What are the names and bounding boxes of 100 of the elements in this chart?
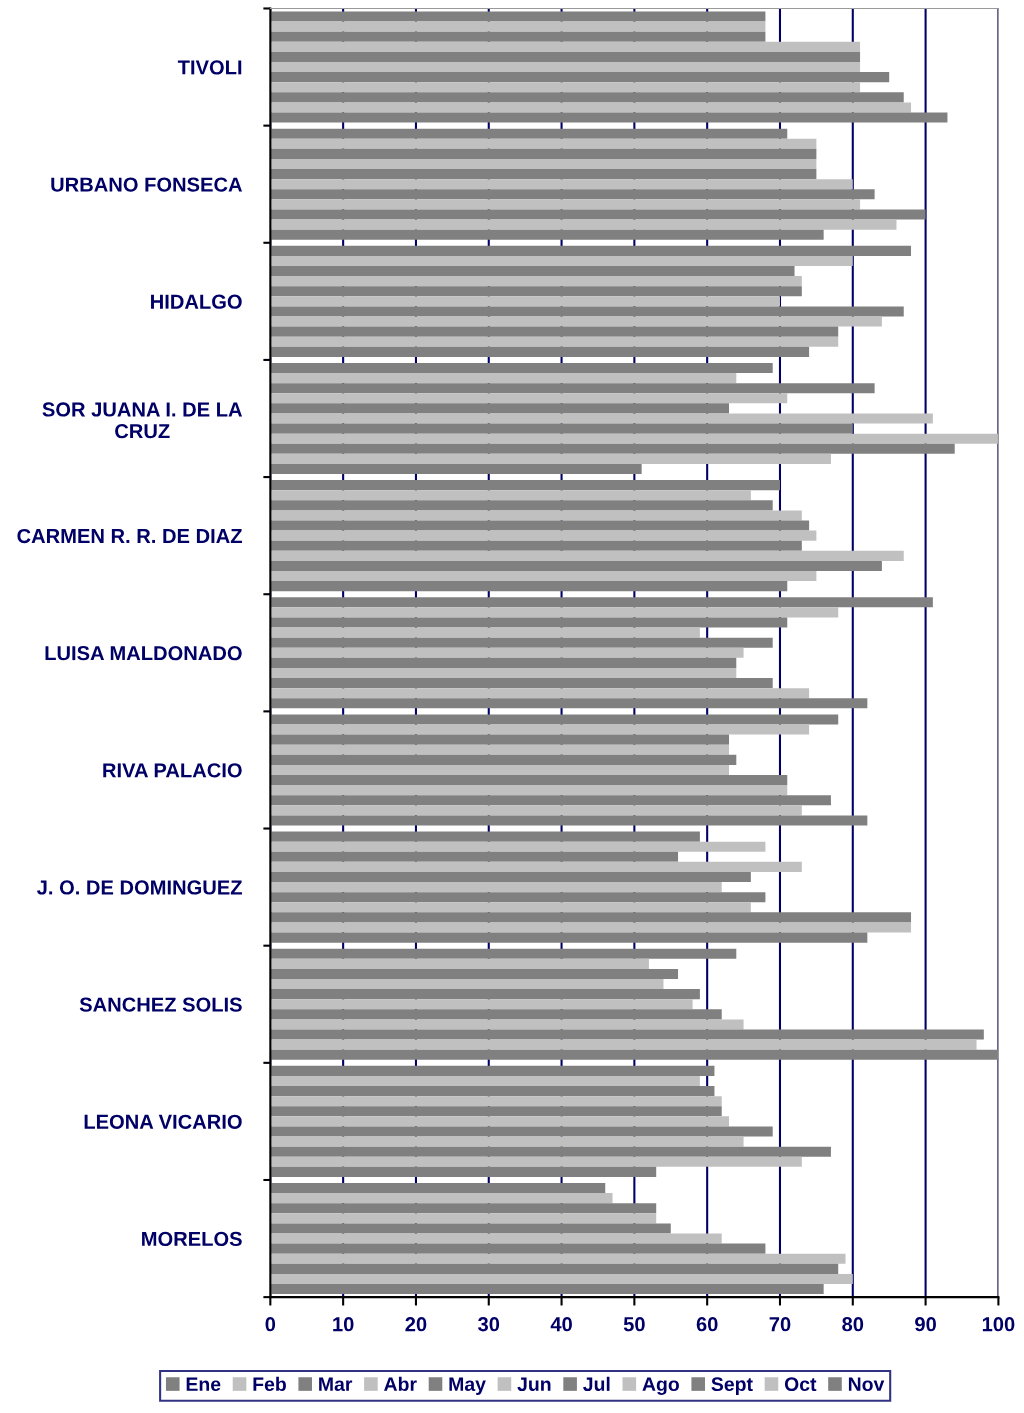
bar: [270, 500, 773, 511]
bar: [270, 413, 933, 424]
bar: [270, 255, 853, 267]
legend-label: Ene: [186, 1377, 221, 1392]
y-tick-label: LUISA MALDONADO: [45, 646, 242, 661]
bar: [270, 698, 868, 709]
bar: [270, 21, 766, 32]
bar: [270, 1039, 977, 1050]
bar: [270, 958, 649, 969]
bar: [270, 41, 861, 52]
bar: [270, 1049, 999, 1060]
bar: [270, 734, 730, 745]
bar: [270, 229, 824, 240]
bar: [270, 286, 802, 297]
bar: [270, 999, 693, 1010]
bar: [270, 51, 861, 62]
bar: [270, 1146, 831, 1157]
bar: [270, 540, 802, 551]
bar: [270, 922, 912, 933]
bar: [270, 882, 722, 893]
bar: [270, 490, 751, 501]
legend-label: Abr: [384, 1376, 417, 1392]
x-tick-label: 50: [623, 1317, 645, 1332]
bar: [270, 72, 890, 83]
x-tick-label: 90: [915, 1317, 936, 1332]
bar: [270, 158, 817, 170]
legend-label: Feb: [253, 1376, 286, 1392]
y-tick-label: CARMEN R. R. DE DIAZ: [17, 528, 242, 544]
bar: [270, 688, 810, 699]
bar: [270, 724, 810, 735]
bar: [270, 1106, 722, 1117]
bar: [270, 647, 744, 658]
bar: [270, 948, 737, 959]
bar: [270, 1156, 802, 1167]
bar: [270, 581, 788, 592]
bar: [270, 169, 817, 180]
legend-label: May: [449, 1377, 486, 1395]
legend-label: Oct: [784, 1377, 817, 1392]
bar: [270, 1263, 839, 1274]
bar: [270, 667, 737, 679]
bar: [270, 1193, 613, 1204]
bar: [270, 1009, 722, 1020]
bar: [270, 31, 766, 42]
bar: [270, 362, 773, 374]
bar: [270, 775, 788, 786]
bar: [270, 316, 882, 327]
bar: [270, 62, 861, 73]
x-tick-label: 30: [478, 1317, 500, 1332]
bar: [270, 453, 831, 464]
bar: [270, 266, 795, 277]
bar: [270, 1233, 722, 1244]
bar: [270, 1075, 700, 1087]
bar: [270, 463, 642, 475]
bar: [270, 1086, 715, 1097]
bar: [270, 443, 955, 454]
bar: [270, 1243, 766, 1254]
bar: [270, 373, 737, 384]
bar: [270, 597, 933, 608]
bar: [270, 1126, 773, 1137]
x-tick-label: 80: [842, 1317, 864, 1332]
bar: [270, 560, 882, 571]
bar: [270, 148, 817, 159]
bar: [270, 795, 831, 806]
bar: [270, 306, 904, 317]
bar: [270, 617, 788, 628]
bar: [270, 979, 664, 990]
bar: [270, 871, 751, 883]
y-tick-label: SOR JUANA I. DE LA CRUZ: [42, 402, 243, 439]
x-tick-label: 40: [550, 1317, 572, 1332]
bar: [270, 764, 730, 776]
bar: [270, 179, 853, 190]
bar: [270, 1096, 722, 1107]
y-tick-label: LEONA VICARIO: [84, 1114, 242, 1129]
x-tick-label: 0: [265, 1317, 276, 1332]
bar: [270, 1203, 657, 1214]
bar: [270, 1019, 744, 1030]
bar: [270, 744, 730, 755]
bar: [270, 209, 926, 220]
bar: [270, 138, 817, 149]
y-tick-label: URBANO FONSECA: [51, 177, 243, 192]
bar: [270, 296, 780, 307]
y-tick-label: MORELOS: [142, 1231, 242, 1247]
x-tick-label: 10: [333, 1317, 354, 1332]
bar: [270, 805, 802, 816]
legend-label: Ago: [642, 1377, 679, 1395]
bar: [270, 393, 788, 404]
bar: [270, 627, 700, 638]
bar: [270, 550, 904, 561]
bar: [270, 1284, 824, 1295]
legend-label: Sept: [711, 1377, 753, 1395]
bar: [270, 892, 766, 903]
y-tick-label: J. O. DE DOMINGUEZ: [36, 880, 242, 895]
bar: [270, 968, 679, 980]
bar: [270, 607, 839, 618]
bar: [270, 714, 839, 725]
bar: [270, 1166, 657, 1177]
bar: [270, 102, 912, 113]
bar: [270, 480, 780, 491]
bar: [270, 403, 730, 414]
bar: [270, 92, 904, 103]
